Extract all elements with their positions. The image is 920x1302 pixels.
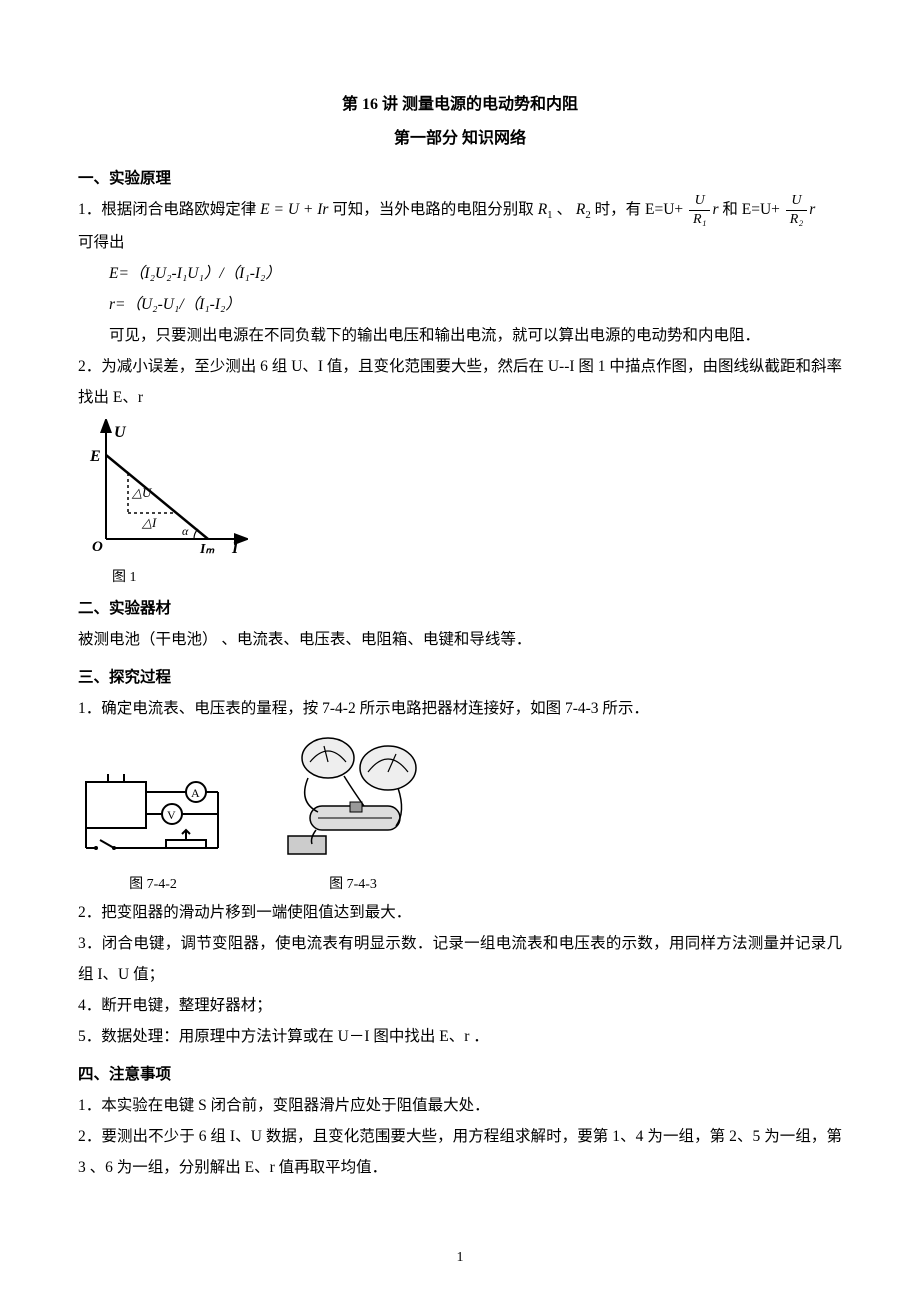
section-1-para-1b: 可得出	[78, 227, 842, 258]
fig-742-caption: 图 7-4-2	[78, 873, 228, 893]
label-U: U	[114, 424, 127, 441]
formula-main: E = U + Ir	[260, 201, 328, 218]
section-3-head: 三、探究过程	[78, 665, 842, 687]
section-4-head: 四、注意事项	[78, 1062, 842, 1084]
text: 和 E=U+	[722, 201, 780, 218]
section-2-head: 二、实验器材	[78, 596, 842, 618]
text: 1．根据闭合电路欧姆定律	[78, 201, 260, 218]
fig-743-caption: 图 7-4-3	[268, 873, 438, 893]
label-I: I	[231, 540, 239, 557]
label-dU: △U	[131, 485, 153, 500]
section-3-p1: 1．确定电流表、电压表的量程，按 7-4-2 所示电路把器材连接好，如图 7-4…	[78, 693, 842, 724]
graph-caption: 图 1	[112, 566, 842, 586]
graph-block: U E △U △I α O Iₘ I 图 1	[78, 419, 842, 586]
ui-graph-icon: U E △U △I α O Iₘ I	[78, 419, 248, 559]
section-3-p4: 4．断开电键，整理好器材；	[78, 990, 842, 1021]
text: 、	[556, 201, 572, 218]
section-1-para-1: 1．根据闭合电路欧姆定律 E = U + Ir 可知，当外电路的电阻分别取 R1…	[78, 194, 842, 227]
label-Im: Iₘ	[199, 542, 215, 557]
section-1-para-2: 可见，只要测出电源在不同负载下的输出电压和输出电流，就可以算出电源的电动势和内电…	[78, 320, 842, 351]
section-4-p1: 1．本实验在电键 S 闭合前，变阻器滑片应处于阻值最大处．	[78, 1090, 842, 1121]
section-1-head: 一、实验原理	[78, 166, 842, 188]
section-3-p2: 2．把变阻器的滑动片移到一端使阻值达到最大．	[78, 897, 842, 928]
section-1-para-3: 2．为减小误差，至少测出 6 组 U、I 值，且变化范围要大些，然后在 U--I…	[78, 351, 842, 413]
voltmeter-label: V	[167, 808, 176, 822]
equation-E: E=（I₂U₂-I₁U₁）/（I₁-I₂）	[78, 258, 842, 289]
section-4-p2: 2．要测出不少于 6 组 I、U 数据，且变化范围要大些，用方程组求解时，要第 …	[78, 1121, 842, 1183]
document-subtitle: 第一部分 知识网络	[78, 124, 842, 148]
fraction-2: U R₂	[786, 194, 807, 227]
var-r2b: r	[809, 201, 815, 218]
label-E: E	[89, 448, 101, 465]
label-O: O	[92, 539, 103, 555]
equation-r: r=（U₂-U₁/（I₁-I₂）	[78, 289, 842, 320]
label-dI: △I	[141, 515, 157, 530]
page-number: 1	[457, 1250, 464, 1266]
figure-7-4-2: A V 图 7-4-2	[78, 752, 228, 893]
figures-row: A V 图 7-4-2	[78, 732, 842, 893]
page: 第 16 讲 测量电源的电动势和内阻 第一部分 知识网络 一、实验原理 1．根据…	[0, 0, 920, 1302]
var-r: r	[712, 201, 718, 218]
fraction-1: U R₁	[689, 194, 710, 227]
document-title: 第 16 讲 测量电源的电动势和内阻	[78, 90, 842, 114]
figure-7-4-3: 图 7-4-3	[268, 732, 438, 893]
circuit-diagram-icon: A V	[78, 752, 228, 862]
ammeter-label: A	[191, 786, 200, 800]
label-alpha: α	[182, 524, 189, 538]
section-3-p3: 3．闭合电键，调节变阻器，使电流表有明显示数．记录一组电流表和电压表的示数，用同…	[78, 928, 842, 990]
var-r2: R2	[576, 201, 591, 218]
var-r1: R1	[538, 201, 553, 218]
apparatus-photo-icon	[268, 732, 438, 862]
section-3-p5: 5．数据处理：用原理中方法计算或在 U－I 图中找出 E、r ．	[78, 1021, 842, 1052]
text: 时，有 E=U+	[595, 201, 684, 218]
section-2-body: 被测电池（干电池） 、电流表、电压表、电阻箱、电键和导线等．	[78, 624, 842, 655]
text: 可知，当外电路的电阻分别取	[332, 201, 537, 218]
